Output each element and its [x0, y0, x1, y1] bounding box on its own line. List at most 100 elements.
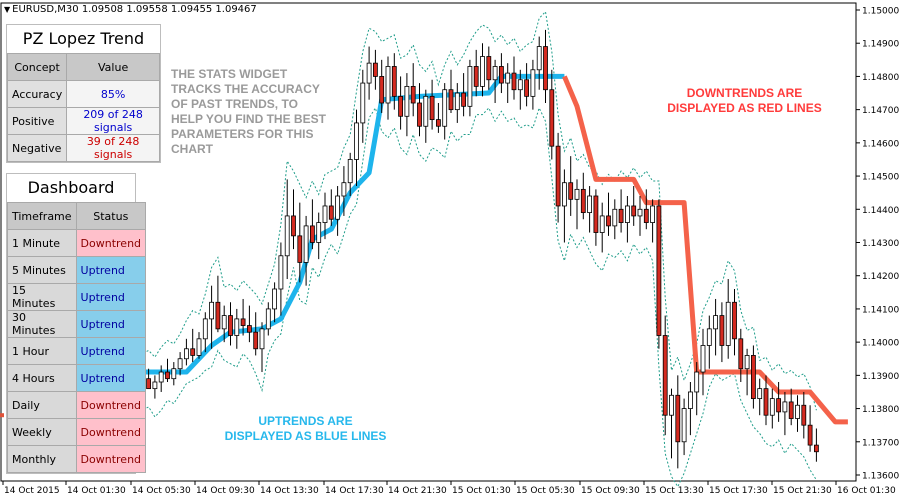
stats-widget: PZ Lopez Trend Concept Value Accuracy 85… — [6, 24, 161, 163]
candle-body — [580, 188, 586, 214]
candle-body — [391, 66, 397, 97]
downtrend-line — [562, 75, 848, 425]
dashboard-table: Timeframe Status 1 Minute Downtrend 5 Min… — [7, 202, 147, 473]
candle-body — [379, 76, 385, 104]
stats-value: 209 of 248 signals — [66, 107, 160, 135]
dashboard-row: Weekly Downtrend — [7, 418, 147, 446]
candle-body — [530, 69, 536, 97]
y-tick-label: 1.14800 — [862, 73, 899, 83]
candle-body — [442, 89, 448, 127]
y-tick-label: 1.13600 — [862, 472, 899, 482]
candle-body — [788, 401, 794, 419]
downtrend-annotation: DOWNTRENDS ARE DISPLAYED AS RED LINES — [642, 86, 847, 116]
candle-body — [807, 424, 813, 446]
candle-body — [322, 205, 328, 223]
candle-body — [152, 381, 158, 390]
candle-body — [637, 208, 643, 217]
uptrend-line — [136, 73, 565, 375]
y-tick-label: 1.13900 — [862, 372, 899, 382]
timeframe-label: 1 Hour — [7, 337, 77, 365]
x-tick-label: 15 Oct 09:30 — [581, 486, 640, 496]
candle-body — [524, 79, 529, 97]
candle-body — [492, 66, 498, 81]
y-tick-label: 1.13800 — [862, 405, 899, 415]
candle-body — [795, 404, 800, 419]
candle-body — [675, 394, 681, 443]
candle-body — [467, 66, 473, 107]
stats-value: 85% — [66, 80, 160, 108]
dashboard-header-timeframe: Timeframe — [7, 202, 77, 230]
candle-body — [435, 119, 441, 127]
candle-body — [278, 255, 284, 290]
annotation-line: DISPLAYED AS RED LINES — [667, 101, 822, 115]
status-badge: Uptrend — [75, 310, 147, 338]
candle-body — [744, 355, 750, 370]
candle-body — [631, 205, 637, 217]
candle-body — [536, 46, 542, 71]
timeframe-label: Daily — [7, 391, 77, 419]
timeframe-label: Monthly — [7, 445, 77, 473]
candle-body — [562, 182, 567, 207]
dashboard-row: 1 Minute Downtrend — [7, 229, 147, 257]
dashboard-row: 5 Minutes Uptrend — [7, 256, 147, 284]
dashboard-row: 30 Minutes Uptrend — [7, 310, 147, 338]
y-tick-label: 1.14300 — [862, 239, 899, 249]
candle-body — [366, 62, 372, 84]
candle-body — [669, 394, 674, 416]
candle-body — [473, 66, 479, 87]
annotation-line: PARAMETERS FOR THIS — [171, 127, 314, 141]
status-badge: Downtrend — [75, 445, 147, 473]
candle-body — [347, 159, 353, 184]
candle-body — [215, 301, 221, 330]
candle-body — [688, 391, 693, 409]
x-tick-label: 15 Oct 17:30 — [709, 486, 768, 496]
candle-body — [681, 408, 687, 443]
candle-body — [209, 301, 215, 320]
candle-body — [234, 318, 240, 336]
candle-body — [171, 368, 177, 380]
x-tick-label: 14 Oct 09:30 — [196, 486, 255, 496]
uptrend-annotation: UPTRENDS ARE DISPLAYED AS BLUE LINES — [208, 414, 403, 444]
status-badge: Uptrend — [75, 283, 147, 311]
stats-annotation: THE STATS WIDGET TRACKS THE ACCURACY OF … — [171, 67, 326, 157]
candle-body — [738, 338, 744, 370]
candle-body — [372, 62, 378, 77]
candle-body — [328, 205, 334, 220]
candle-body — [587, 195, 592, 214]
stats-row-accuracy: Accuracy 85% — [6, 80, 160, 108]
candle-body — [259, 328, 265, 350]
candle-body — [228, 315, 233, 336]
stats-label: Negative — [6, 134, 68, 162]
candle-body — [196, 338, 202, 356]
candle-body — [517, 79, 523, 91]
candle-body — [606, 215, 611, 227]
dashboard-title: Dashboard — [7, 174, 135, 202]
annotation-line: THE STATS WIDGET — [171, 67, 288, 81]
candle-body — [763, 388, 769, 416]
stats-row-positive: Positive 209 of 248 signals — [6, 107, 160, 135]
dashboard-row: Daily Downtrend — [7, 391, 147, 419]
candle-body — [713, 315, 718, 330]
stats-row-negative: Negative 39 of 248 signals — [6, 134, 160, 162]
candle-body — [385, 66, 391, 104]
status-badge: Uptrend — [75, 364, 147, 392]
y-tick-label: 1.14600 — [862, 139, 899, 149]
status-badge: Downtrend — [75, 418, 147, 446]
candle-body — [706, 328, 712, 346]
candle-body — [486, 56, 492, 81]
y-tick-label: 1.14900 — [862, 40, 899, 50]
candle-body — [549, 89, 555, 147]
candle-body — [543, 46, 548, 91]
candle-body — [662, 335, 668, 416]
dashboard-row: 15 Minutes Uptrend — [7, 283, 147, 311]
y-tick-label: 1.14200 — [862, 272, 899, 282]
stats-header-concept: Concept — [6, 53, 68, 81]
candle-body — [599, 215, 605, 233]
candle-body — [190, 348, 196, 356]
candle-body — [461, 92, 467, 107]
annotation-line: OF PAST TRENDS, TO — [171, 97, 298, 111]
candle-body — [448, 89, 454, 111]
timeframe-label: 30 Minutes — [7, 310, 77, 338]
candle-body — [360, 82, 366, 124]
